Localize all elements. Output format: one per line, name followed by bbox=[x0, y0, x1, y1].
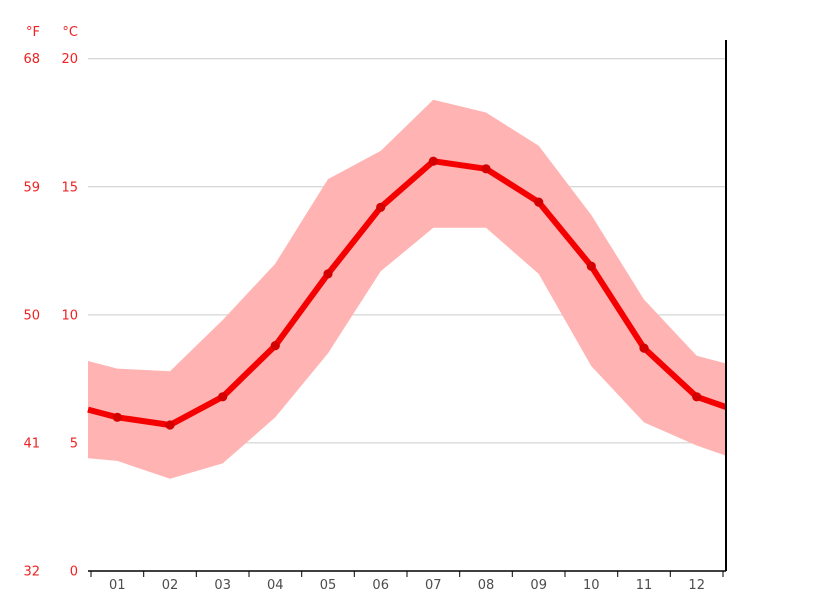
mean-temperature-line bbox=[87, 158, 727, 428]
y-axis-unit-celsius: °C bbox=[62, 25, 78, 40]
data-point-07 bbox=[428, 156, 438, 166]
ytick-f-50: 50 bbox=[23, 308, 40, 323]
data-point-04 bbox=[270, 341, 280, 351]
month-label-02: 02 bbox=[162, 578, 179, 593]
month-label-01: 01 bbox=[109, 578, 126, 593]
data-point-09 bbox=[534, 197, 544, 207]
ytick-f-32: 32 bbox=[23, 565, 40, 580]
month-label-06: 06 bbox=[372, 578, 389, 593]
data-point-05 bbox=[323, 269, 333, 279]
month-label-09: 09 bbox=[530, 578, 547, 593]
y-axis-unit-fahrenheit: °F bbox=[26, 25, 40, 40]
ytick-c-5: 5 bbox=[70, 436, 78, 451]
ytick-f-68: 68 bbox=[23, 52, 40, 67]
data-point-03 bbox=[218, 392, 228, 402]
month-label-05: 05 bbox=[320, 578, 337, 593]
month-label-07: 07 bbox=[425, 578, 442, 593]
data-point-02 bbox=[165, 420, 175, 430]
ytick-c-10: 10 bbox=[61, 308, 78, 323]
data-point-12 bbox=[692, 392, 702, 402]
ytick-f-41: 41 bbox=[23, 436, 40, 451]
data-point-11 bbox=[639, 343, 649, 353]
data-point-06 bbox=[376, 202, 386, 212]
month-label-03: 03 bbox=[214, 578, 231, 593]
month-label-08: 08 bbox=[478, 578, 495, 593]
data-point-10 bbox=[586, 261, 596, 271]
ytick-c-20: 20 bbox=[61, 52, 78, 67]
month-label-12: 12 bbox=[688, 578, 705, 593]
data-point-08 bbox=[481, 164, 491, 174]
ytick-f-59: 59 bbox=[23, 180, 40, 195]
month-label-10: 10 bbox=[583, 578, 600, 593]
ytick-c-0: 0 bbox=[70, 565, 78, 580]
temperature-range-band bbox=[88, 99, 726, 479]
ytick-c-15: 15 bbox=[61, 180, 78, 195]
month-label-11: 11 bbox=[636, 578, 653, 593]
month-label-04: 04 bbox=[267, 578, 284, 593]
data-point-01 bbox=[112, 412, 122, 422]
